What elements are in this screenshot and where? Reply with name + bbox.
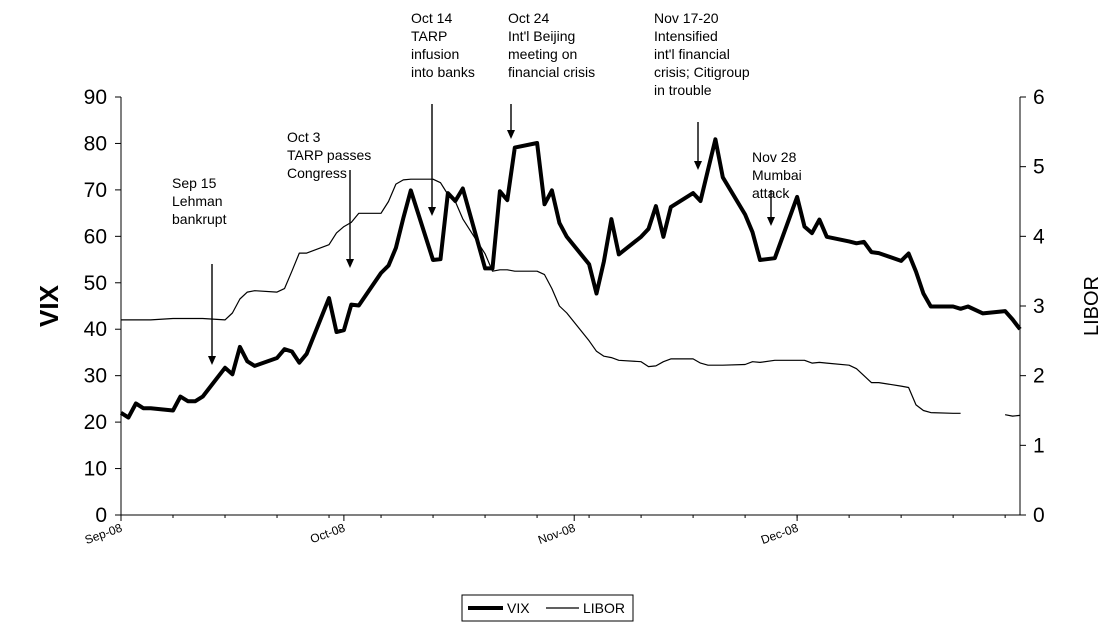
right-tick-label: 5 [1033, 156, 1045, 179]
event-annotations: Sep 15 Lehman bankrupt Oct 3 TARP passes Cong… [172, 10, 802, 365]
annotation-text-line: Mumbai [752, 167, 802, 183]
annotation-text-line: TARP [411, 28, 447, 44]
annotation-text-line: Oct 14 [411, 10, 452, 26]
annotation-arrow-head [428, 207, 436, 216]
annotation-text-line: TARP passes [287, 147, 371, 163]
left-axis-title: VIX [34, 284, 64, 327]
annotation-text-line: in trouble [654, 82, 712, 98]
x-tick-label: Nov-08 [536, 521, 577, 547]
left-tick-label: 0 [95, 504, 107, 527]
left-tick-label: 10 [84, 458, 107, 481]
series-lines [119, 137, 1022, 420]
legend: VIX LIBOR [461, 594, 634, 622]
annotation-text-line: Sep 15 [172, 175, 217, 191]
annotation-text-line: Nov 28 [752, 149, 797, 165]
libor-series-line [121, 178, 961, 414]
right-tick-label: 3 [1033, 295, 1045, 318]
right-tick-label: 4 [1033, 225, 1045, 248]
legend-libor-label: LIBOR [583, 600, 625, 616]
annotation-text-line: bankrupt [172, 211, 227, 227]
annotation-arrow-head [767, 217, 775, 226]
right-axis-title: LIBOR [1081, 276, 1103, 336]
right-tick-label: 0 [1033, 504, 1045, 527]
annotation-text-line: int'l financial [654, 46, 730, 62]
annotation-text-line: infusion [411, 46, 459, 62]
annotation-text-line: Lehman [172, 193, 223, 209]
annotation-text-line: Int'l Beijing [508, 28, 575, 44]
right-tick-label: 1 [1033, 434, 1045, 457]
annotation-arrow-head [694, 161, 702, 170]
left-tick-label: 30 [84, 365, 107, 388]
annotation-text-line: meeting on [508, 46, 577, 62]
annotation-text-line: Intensified [654, 28, 718, 44]
annotation-text-line: Congress [287, 165, 347, 181]
right-tick-label: 6 [1033, 86, 1045, 109]
annotation-arrow-head [507, 130, 515, 139]
annotation-arrow-head [346, 259, 354, 268]
annotation-text-line: into banks [411, 64, 475, 80]
left-tick-label: 70 [84, 179, 107, 202]
annotation-text-line: Nov 17-20 [654, 10, 719, 26]
annotation-arrow-head [208, 356, 216, 365]
x-tick-label: Dec-08 [759, 521, 800, 547]
left-tick-label: 90 [84, 86, 107, 109]
left-tick-label: 20 [84, 411, 107, 434]
libor-series-line [1004, 414, 1021, 417]
vix-series-line [119, 137, 1022, 420]
annotation-text-line: financial crisis [508, 64, 595, 80]
x-tick-label: Oct-08 [308, 521, 347, 547]
left-tick-label: 80 [84, 132, 107, 155]
annotation-text-line: Oct 24 [508, 10, 549, 26]
left-tick-label: 60 [84, 225, 107, 248]
left-tick-label: 40 [84, 318, 107, 341]
annotation-text-line: Oct 3 [287, 129, 321, 145]
right-tick-label: 2 [1033, 365, 1045, 388]
left-tick-label: 50 [84, 272, 107, 295]
annotation-text-line: crisis; Citigroup [654, 64, 750, 80]
legend-vix-label: VIX [507, 600, 530, 616]
